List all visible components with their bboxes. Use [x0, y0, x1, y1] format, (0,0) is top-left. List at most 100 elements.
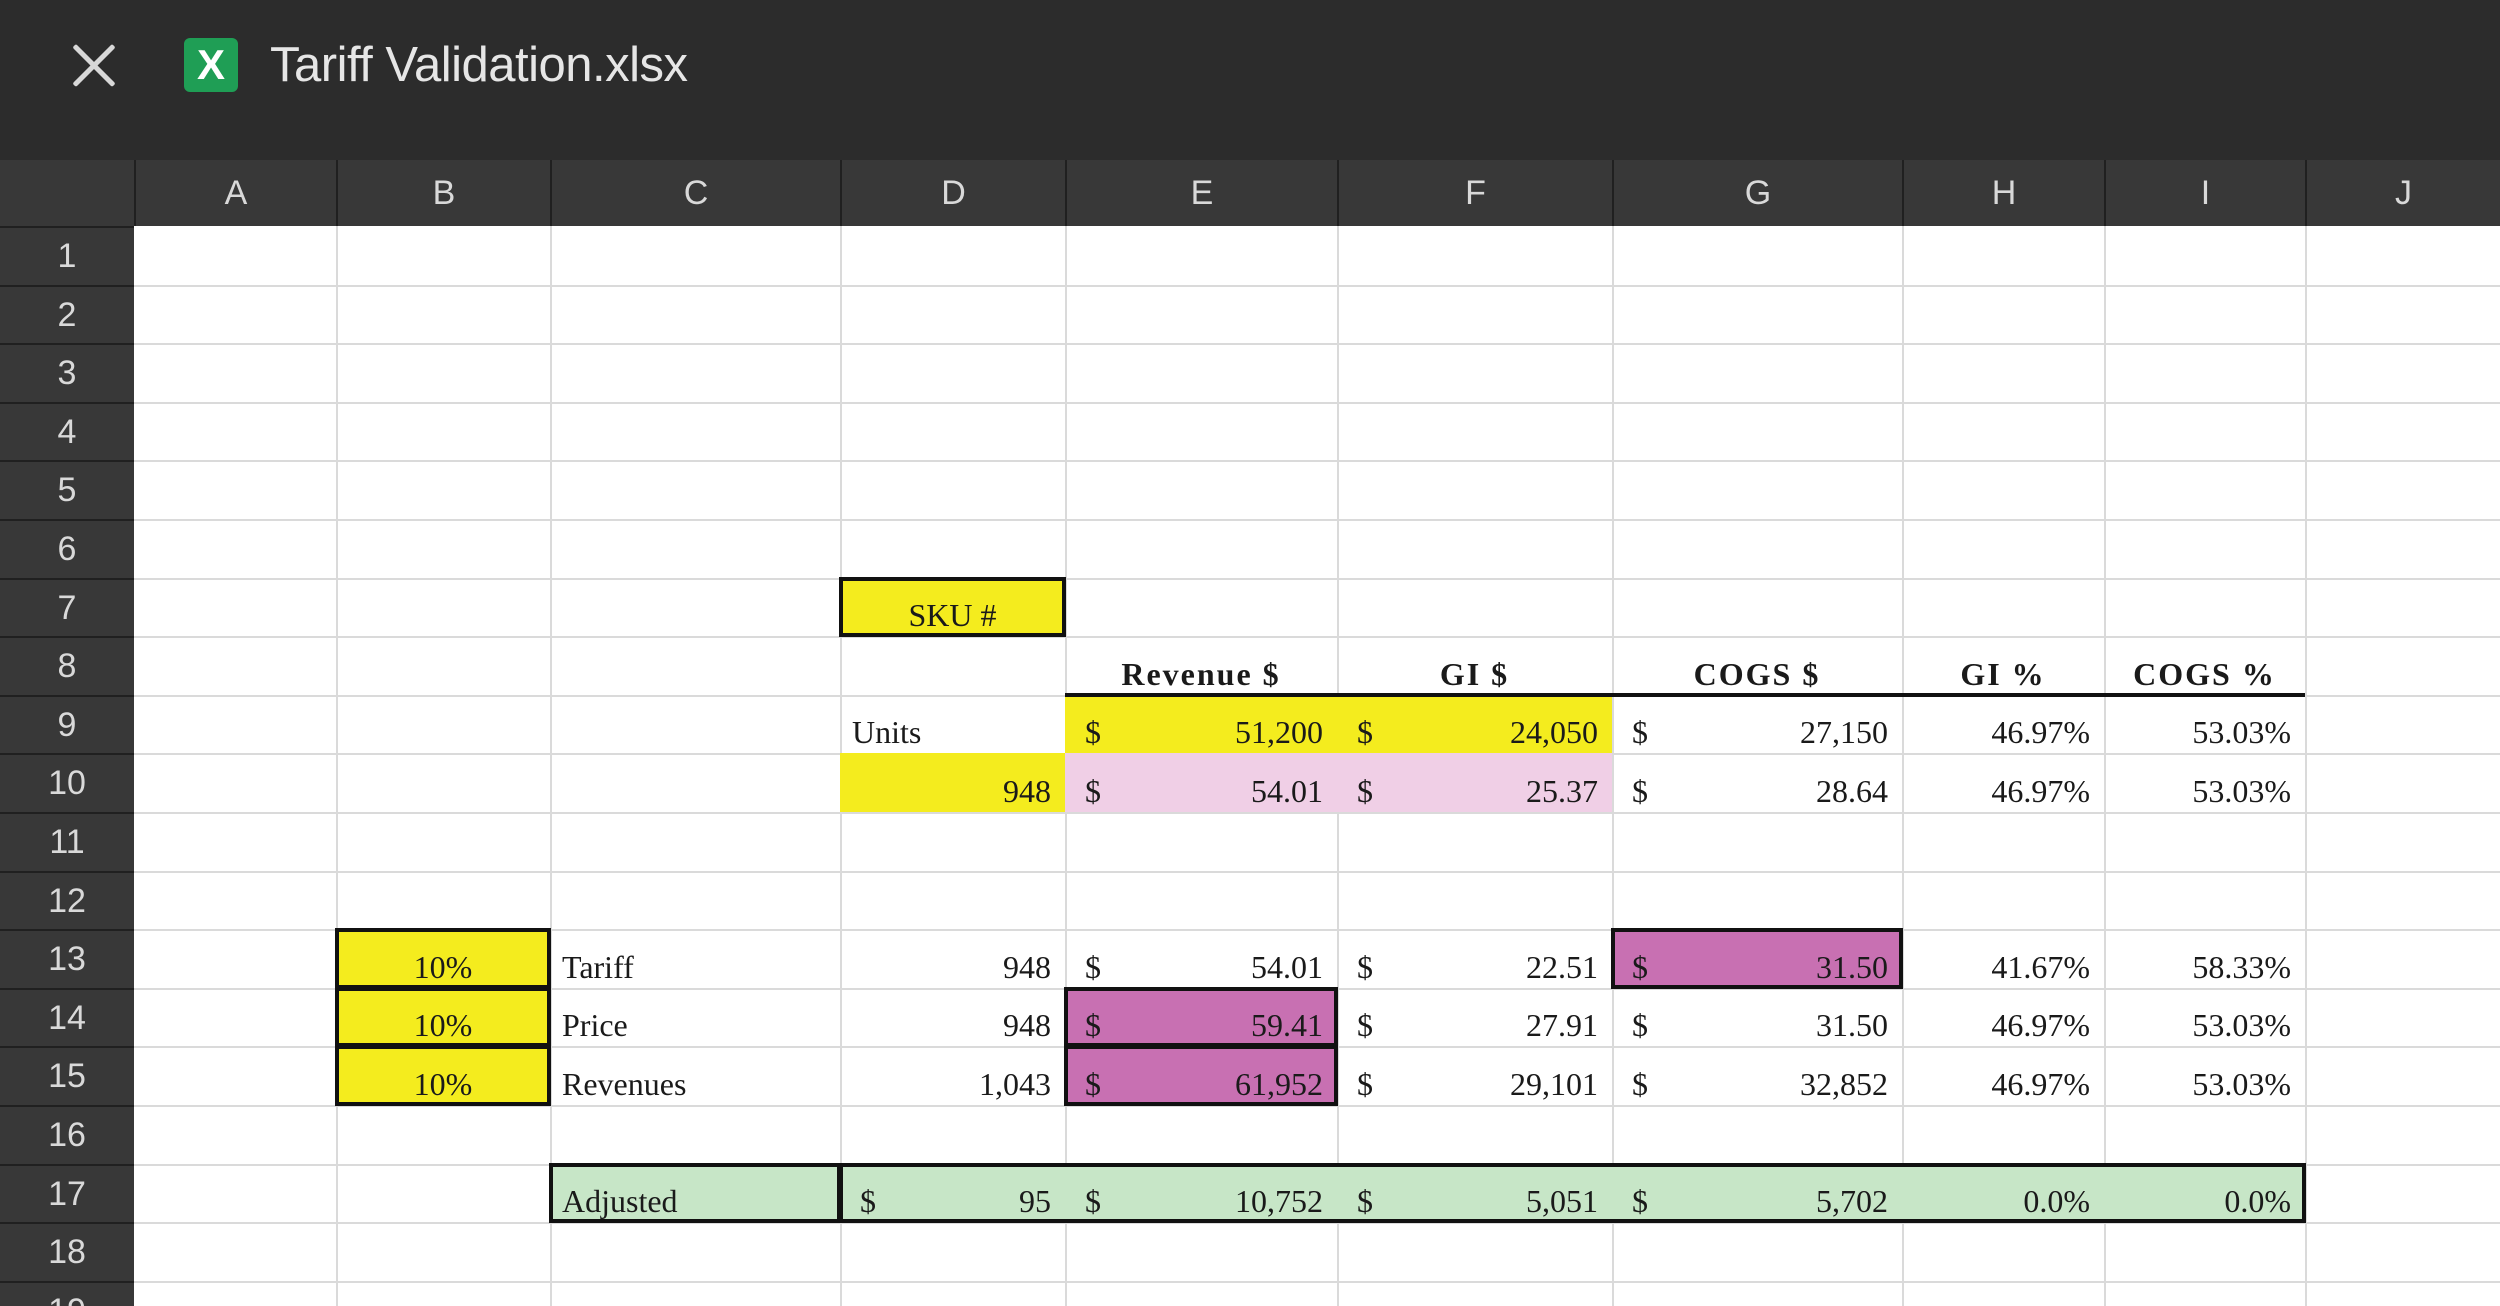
header-underline — [1065, 692, 2305, 697]
cell-h13[interactable]: 41.67% — [1902, 929, 2104, 988]
cell-g15[interactable]: $32,852 — [1612, 1046, 1902, 1105]
cell-f8[interactable]: GI $ — [1337, 636, 1612, 695]
cell-b14[interactable]: 10% — [336, 988, 550, 1047]
row-header-17[interactable]: 17 — [0, 1163, 134, 1223]
cell-h17[interactable]: 0.0% — [1902, 1164, 2104, 1223]
cell-h9[interactable]: 46.97% — [1902, 695, 2104, 754]
spreadsheet-grid: ABCDEFGHIJ12345678910111213141516171819S… — [0, 160, 2500, 1306]
cell-value: Adjusted — [562, 1183, 678, 1220]
cell-d13[interactable]: 948 — [840, 929, 1065, 988]
cell-g17[interactable]: $5,702 — [1612, 1164, 1902, 1223]
column-header-f[interactable]: F — [1337, 160, 1612, 226]
column-header-e[interactable]: E — [1065, 160, 1337, 226]
cell-g9[interactable]: $27,150 — [1612, 695, 1902, 754]
cell-h10[interactable]: 46.97% — [1902, 753, 2104, 812]
cell-e17[interactable]: $10,752 — [1065, 1164, 1337, 1223]
cell-d7[interactable]: SKU # — [840, 578, 1065, 637]
cell-d14[interactable]: 948 — [840, 988, 1065, 1047]
cell-c14[interactable]: Price — [550, 988, 840, 1047]
cell-fill-e9 — [1065, 694, 1337, 754]
row-header-15[interactable]: 15 — [0, 1046, 134, 1105]
cell-i15[interactable]: 53.03% — [2104, 1046, 2305, 1105]
currency-symbol: $ — [1357, 1065, 1373, 1102]
row-header-6[interactable]: 6 — [0, 519, 134, 578]
row-header-14[interactable]: 14 — [0, 987, 134, 1047]
row-header-8[interactable]: 8 — [0, 636, 134, 695]
close-icon[interactable] — [62, 34, 126, 98]
cell-g10[interactable]: $28.64 — [1612, 753, 1902, 812]
cell-value: 59.41 — [1251, 1007, 1323, 1044]
cell-f10[interactable]: $25.37 — [1337, 753, 1612, 812]
cell-c13[interactable]: Tariff — [550, 929, 840, 988]
row-header-5[interactable]: 5 — [0, 460, 134, 519]
cell-d17[interactable]: $95 — [840, 1164, 1065, 1223]
cell-i9[interactable]: 53.03% — [2104, 695, 2305, 754]
column-header-i[interactable]: I — [2104, 160, 2305, 226]
cell-i8[interactable]: COGS % — [2104, 636, 2305, 695]
cell-fill-b14 — [336, 987, 550, 1047]
cell-e8[interactable]: Revenue $ — [1065, 636, 1337, 695]
grid-line-horizontal — [134, 519, 2500, 521]
cell-d9[interactable]: Units — [840, 695, 1065, 754]
cell-e14[interactable]: $59.41 — [1065, 988, 1337, 1047]
cell-e10[interactable]: $54.01 — [1065, 753, 1337, 812]
cell-fill-e15 — [1065, 1046, 1337, 1105]
row-header-10[interactable]: 10 — [0, 753, 134, 812]
cell-value: 53.03% — [2192, 714, 2291, 751]
cell-e13[interactable]: $54.01 — [1065, 929, 1337, 988]
cell-value: 10% — [413, 1065, 473, 1102]
row-header-19[interactable]: 19 — [0, 1280, 134, 1306]
row-header-9[interactable]: 9 — [0, 694, 134, 754]
cell-f9[interactable]: $24,050 — [1337, 695, 1612, 754]
cell-fill-e10 — [1065, 753, 1337, 812]
cell-value: COGS $ — [1693, 655, 1821, 692]
row-header-18[interactable]: 18 — [0, 1222, 134, 1281]
row-header-16[interactable]: 16 — [0, 1105, 134, 1164]
column-header-a[interactable]: A — [134, 160, 336, 226]
column-header-g[interactable]: G — [1612, 160, 1902, 226]
cell-c15[interactable]: Revenues — [550, 1046, 840, 1105]
cell-fill-b15 — [336, 1046, 550, 1105]
column-header-b[interactable]: B — [336, 160, 550, 226]
row-header-7[interactable]: 7 — [0, 577, 134, 637]
select-all-corner[interactable] — [0, 160, 134, 226]
cell-i14[interactable]: 53.03% — [2104, 988, 2305, 1047]
cell-h8[interactable]: GI % — [1902, 636, 2104, 695]
cell-i17[interactable]: 0.0% — [2104, 1164, 2305, 1223]
row-header-4[interactable]: 4 — [0, 401, 134, 461]
cell-value: 0.0% — [2224, 1183, 2291, 1220]
cell-d10[interactable]: 948 — [840, 753, 1065, 812]
cell-d15[interactable]: 1,043 — [840, 1046, 1065, 1105]
column-header-d[interactable]: D — [840, 160, 1065, 226]
cell-i13[interactable]: 58.33% — [2104, 929, 2305, 988]
row-header-11[interactable]: 11 — [0, 812, 134, 871]
row-header-2[interactable]: 2 — [0, 284, 134, 344]
cell-f17[interactable]: $5,051 — [1337, 1164, 1612, 1223]
cell-value: GI $ — [1439, 655, 1510, 692]
cell-f15[interactable]: $29,101 — [1337, 1046, 1612, 1105]
column-header-j[interactable]: J — [2305, 160, 2500, 226]
column-header-c[interactable]: C — [550, 160, 840, 226]
cell-f13[interactable]: $22.51 — [1337, 929, 1612, 988]
cell-g14[interactable]: $31.50 — [1612, 988, 1902, 1047]
cell-i10[interactable]: 53.03% — [2104, 753, 2305, 812]
cell-c17[interactable]: Adjusted — [550, 1164, 840, 1223]
cell-h15[interactable]: 46.97% — [1902, 1046, 2104, 1105]
cell-value: 53.03% — [2192, 1065, 2291, 1102]
column-header-h[interactable]: H — [1902, 160, 2104, 226]
cell-f14[interactable]: $27.91 — [1337, 988, 1612, 1047]
row-header-13[interactable]: 13 — [0, 929, 134, 988]
row-header-12[interactable]: 12 — [0, 870, 134, 930]
cell-value: 58.33% — [2192, 948, 2291, 985]
row-header-3[interactable]: 3 — [0, 343, 134, 402]
cell-g13[interactable]: $31.50 — [1612, 929, 1902, 988]
cell-e9[interactable]: $51,200 — [1065, 695, 1337, 754]
cell-h14[interactable]: 46.97% — [1902, 988, 2104, 1047]
cell-value: 5,702 — [1816, 1183, 1888, 1220]
cell-g8[interactable]: COGS $ — [1612, 636, 1902, 695]
cell-e15[interactable]: $61,952 — [1065, 1046, 1337, 1105]
cell-b13[interactable]: 10% — [336, 929, 550, 988]
row-header-1[interactable]: 1 — [0, 226, 134, 285]
cell-b15[interactable]: 10% — [336, 1046, 550, 1105]
